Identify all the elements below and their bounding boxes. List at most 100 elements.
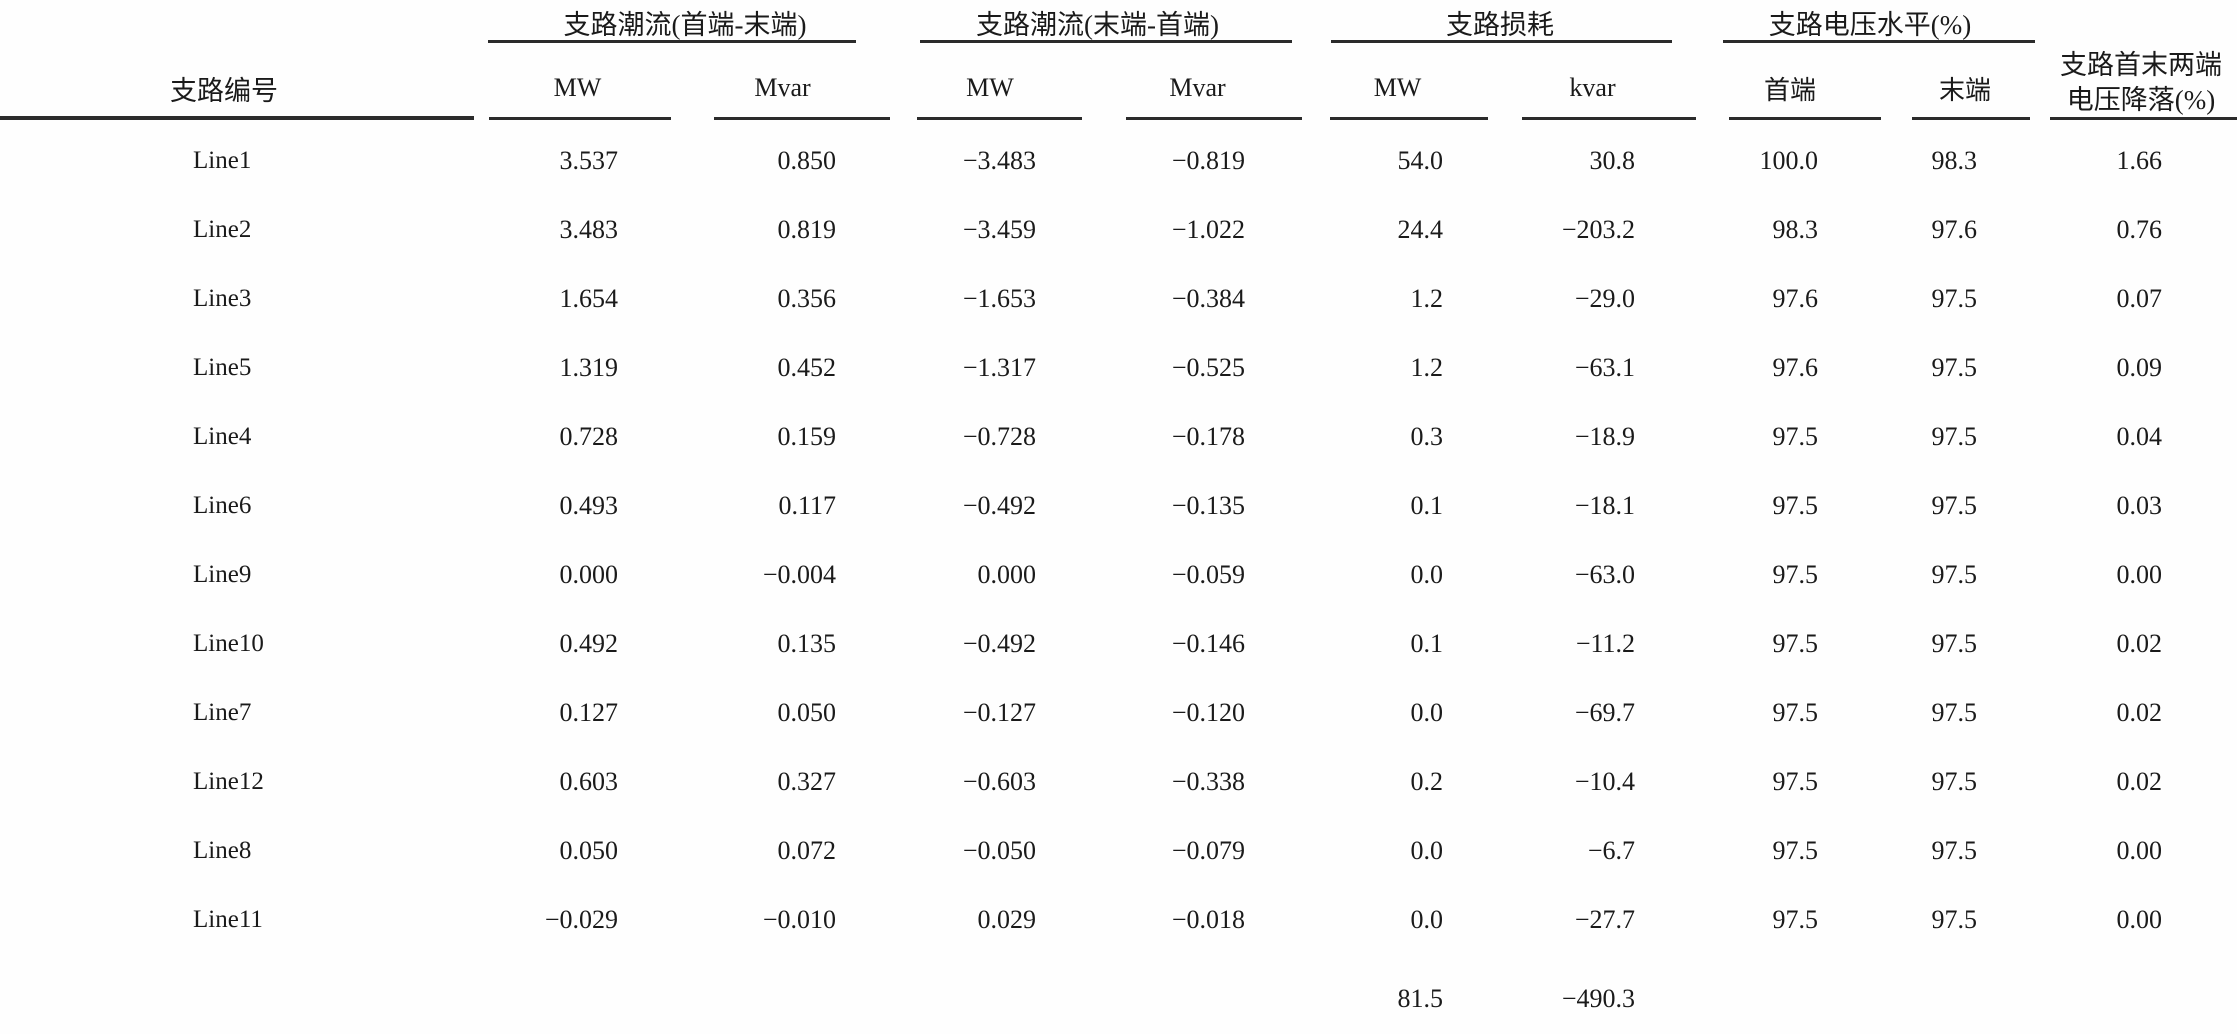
table-cell: 97.5: [1931, 904, 1978, 934]
table-cell: 3.537: [559, 145, 619, 175]
table-cell: −69.7: [1574, 697, 1636, 727]
table-cell: 0.050: [559, 835, 619, 865]
table-cell: 0.0: [1410, 835, 1444, 865]
table-cell: 0.09: [2116, 352, 2163, 382]
table-cell: 0.029: [977, 904, 1037, 934]
rule-subheader-mw2: [917, 117, 1082, 120]
table-cell: −11.2: [1575, 628, 1636, 658]
table-cell: 0.850: [777, 145, 837, 175]
table-cell: [1885, 972, 2045, 1034]
table-cell: 0.127: [559, 697, 619, 727]
table-cell: 0.1: [1410, 490, 1444, 520]
table-cell: [675, 972, 890, 1034]
table-cell: −0.029: [544, 904, 618, 934]
table-cell: 0.000: [559, 559, 619, 589]
subheader-first-end: 首端: [1764, 75, 1817, 105]
table-cell: −1.317: [962, 352, 1037, 382]
row-label: Line12: [193, 767, 264, 795]
table-cell: 0.1: [1410, 628, 1444, 658]
table-cell: 0.00: [2116, 835, 2163, 865]
table-cell: 0.819: [777, 214, 837, 244]
table-row: Line10 0.492 0.135 −0.492 −0.146 0.1 −11…: [0, 609, 2237, 678]
table-cell: −0.135: [1171, 490, 1246, 520]
table-row: Line9 0.000 −0.004 0.000 −0.059 0.0 −63.…: [0, 540, 2237, 609]
table-cell: −3.459: [962, 214, 1037, 244]
table-cell: 0.76: [2116, 214, 2163, 244]
table-cell: 0.02: [2116, 697, 2163, 727]
rule-subheader-last-end: [1912, 117, 2030, 120]
table-row: Line3 1.654 0.356 −1.653 −0.384 1.2 −29.…: [0, 264, 2237, 333]
header-voltage-drop: 支路首末两端 电压降落(%): [2045, 0, 2237, 126]
subheader-mw-loss: MW: [1373, 73, 1422, 102]
table-cell: 0.2: [1410, 766, 1444, 796]
table-cell: 24.4: [1397, 214, 1444, 244]
table-row: Line5 1.319 0.452 −1.317 −0.525 1.2 −63.…: [0, 333, 2237, 402]
table-cell: [1090, 972, 1305, 1034]
table-cell: −0.004: [762, 559, 837, 589]
table-cell: [890, 972, 1090, 1034]
table-cell: −0.079: [1171, 835, 1246, 865]
row-label: Line3: [193, 284, 252, 312]
table-row: Line11 −0.029 −0.010 0.029 −0.018 0.0 −2…: [0, 885, 2237, 954]
table-cell: 97.5: [1931, 628, 1978, 658]
table-cell: −0.018: [1171, 904, 1246, 934]
table-cell: 0.0: [1410, 904, 1444, 934]
header-voltage-drop-line1: 支路首末两端: [2060, 49, 2223, 80]
rule-subheader-first-end: [1729, 117, 1881, 120]
table-cell: 97.5: [1772, 490, 1819, 520]
group-header-row: 支路潮流(首端-末端) 支路潮流(末端-首端) 支路损耗 支路电压水平(%) 支…: [0, 0, 2237, 115]
table-cell: −18.1: [1574, 490, 1636, 520]
table-cell: −0.728: [962, 421, 1037, 451]
row-label: Line11: [193, 905, 263, 933]
table-cell: −0.010: [762, 904, 837, 934]
table-row: Line2 3.483 0.819 −3.459 −1.022 24.4 −20…: [0, 195, 2237, 264]
row-label: Line7: [193, 698, 252, 726]
table-row: Line7 0.127 0.050 −0.127 −0.120 0.0 −69.…: [0, 678, 2237, 747]
table-cell: 0.072: [777, 835, 837, 865]
table-cell: 97.5: [1931, 421, 1978, 451]
header-voltage-drop-line2: 电压降落(%): [2066, 84, 2216, 115]
table-cell: 100.0: [1759, 145, 1819, 175]
table-cell: −0.127: [962, 697, 1037, 727]
subheader-last-end: 末端: [1939, 75, 1992, 105]
table-cell: 0.02: [2116, 628, 2163, 658]
table-cell: 0.03: [2116, 490, 2163, 520]
subheader-mw-flow-fs: MW: [553, 73, 602, 102]
table-cell: 0.02: [2116, 766, 2163, 796]
table-cell: 54.0: [1397, 145, 1444, 175]
table-row: Line12 0.603 0.327 −0.603 −0.338 0.2 −10…: [0, 747, 2237, 816]
table-cell: 0.0: [1410, 697, 1444, 727]
rule-subheader-mw3: [1330, 117, 1488, 120]
header-flow-first-to-last: 支路潮流(首端-末端): [563, 10, 807, 40]
table-cell: −0.146: [1171, 628, 1246, 658]
table-cell: 0.356: [777, 283, 837, 313]
table-cell: 97.5: [1772, 697, 1819, 727]
table-cell: 97.5: [1931, 352, 1978, 382]
table-cell: [2045, 972, 2237, 1034]
table-cell: −3.483: [962, 145, 1037, 175]
table-cell: 98.3: [1772, 214, 1819, 244]
table-cell: 0.135: [777, 628, 837, 658]
table-row: Line1 3.537 0.850 −3.483 −0.819 54.0 30.…: [0, 126, 2237, 195]
table-cell: 0.159: [777, 421, 837, 451]
table-cell: −10.4: [1574, 766, 1636, 796]
table-cell: −1.653: [962, 283, 1037, 313]
table-cell: 97.6: [1772, 283, 1819, 313]
table-cell: 0.00: [2116, 559, 2163, 589]
header-spacer: [0, 0, 480, 50]
subheader-row: 支路编号 MW Mvar MW Mvar MW kvar 首端 末端: [0, 50, 2237, 126]
row-label: Line6: [193, 491, 252, 519]
row-label: Line8: [193, 836, 252, 864]
table-cell: −18.9: [1574, 421, 1636, 451]
table-cell: −6.7: [1587, 835, 1636, 865]
table-cell: 1.66: [2116, 145, 2163, 175]
table-cell: 0.00: [2116, 904, 2163, 934]
subheader-kvar-loss: kvar: [1569, 73, 1616, 102]
table-cell: 1.654: [559, 283, 619, 313]
row-label: Line4: [193, 422, 252, 450]
table-cell: −0.384: [1171, 283, 1246, 313]
table-cell: 97.5: [1772, 904, 1819, 934]
rule-subheader-mw1: [489, 117, 671, 120]
table-cell: 0.050: [777, 697, 837, 727]
